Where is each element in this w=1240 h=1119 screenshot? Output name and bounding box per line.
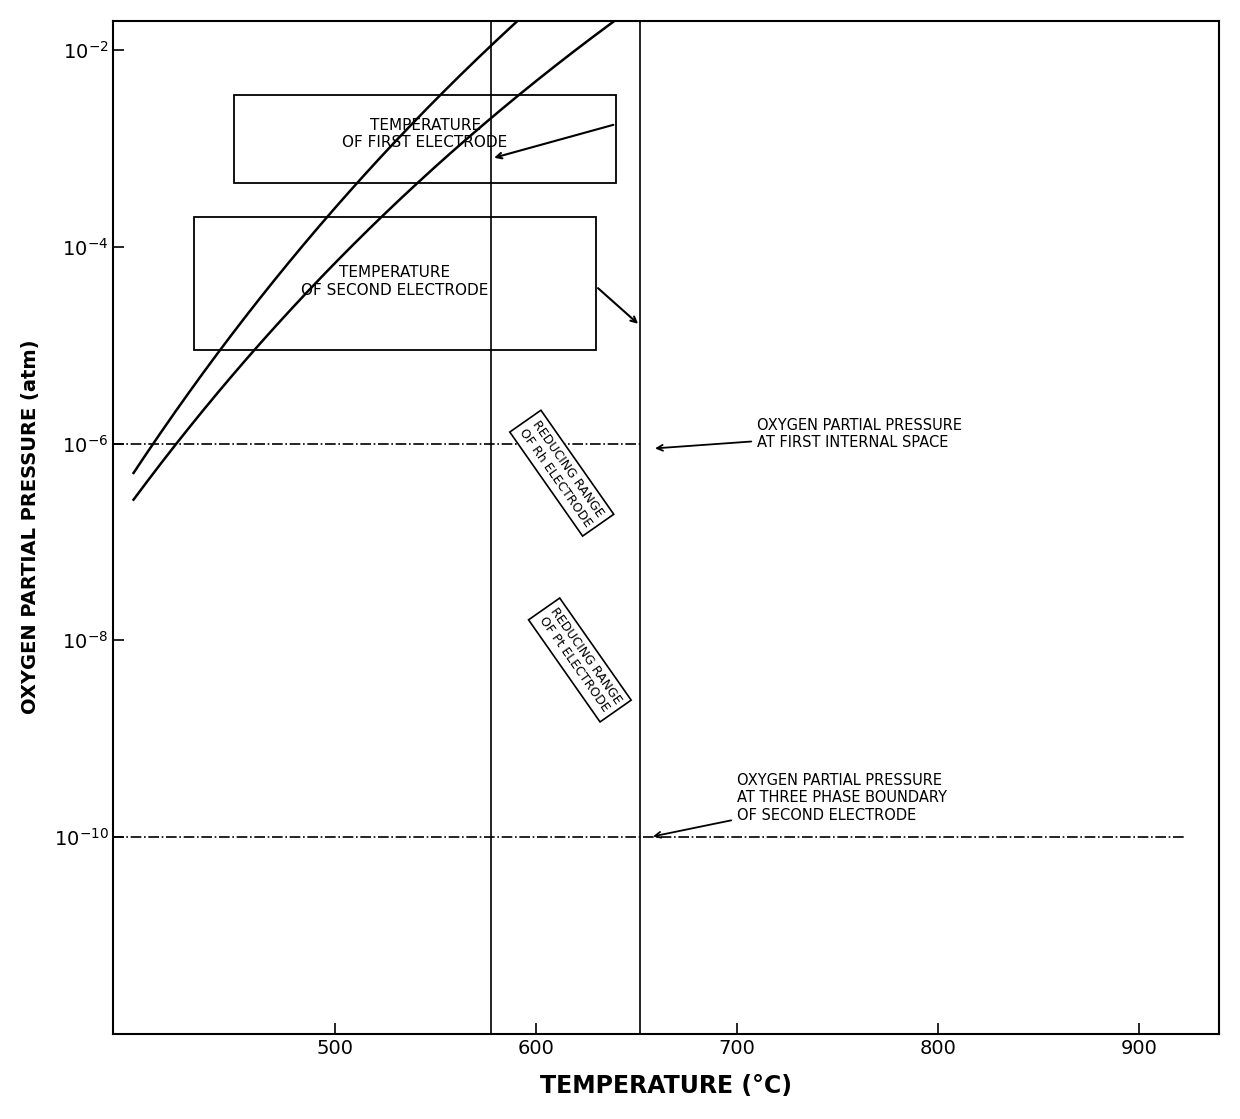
Text: OXYGEN PARTIAL PRESSURE
AT FIRST INTERNAL SPACE: OXYGEN PARTIAL PRESSURE AT FIRST INTERNA… — [657, 417, 962, 451]
Text: TEMPERATURE
OF FIRST ELECTRODE: TEMPERATURE OF FIRST ELECTRODE — [342, 117, 507, 150]
Text: OXYGEN PARTIAL PRESSURE
AT THREE PHASE BOUNDARY
OF SECOND ELECTRODE: OXYGEN PARTIAL PRESSURE AT THREE PHASE B… — [655, 773, 946, 838]
Text: TEMPERATURE
OF SECOND ELECTRODE: TEMPERATURE OF SECOND ELECTRODE — [301, 265, 489, 298]
Text: REDUCING RANGE
OF Rh ELECTRODE: REDUCING RANGE OF Rh ELECTRODE — [517, 417, 606, 529]
X-axis label: TEMPERATURE (°C): TEMPERATURE (°C) — [541, 1074, 792, 1098]
Text: REDUCING RANGE
OF Pt ELECTRODE: REDUCING RANGE OF Pt ELECTRODE — [536, 605, 624, 715]
Y-axis label: OXYGEN PARTIAL PRESSURE (atm): OXYGEN PARTIAL PRESSURE (atm) — [21, 340, 40, 715]
